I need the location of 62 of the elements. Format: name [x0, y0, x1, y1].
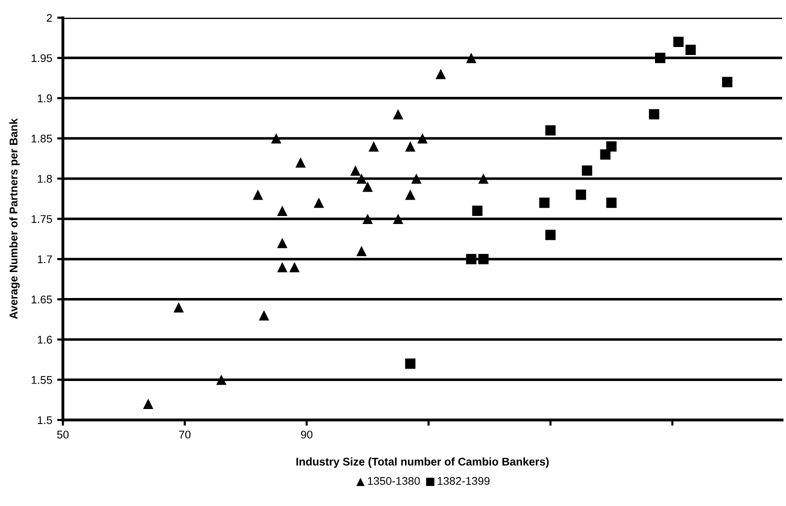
- point: [673, 36, 684, 47]
- y-tick-label: 1.65: [32, 296, 52, 304]
- point: [314, 198, 324, 208]
- legend-label: 1382-1399: [438, 477, 490, 485]
- point: [350, 165, 361, 176]
- y-tick-label: 1.55: [32, 376, 52, 384]
- point: [356, 246, 367, 256]
- point: [277, 206, 288, 216]
- y-tick-label: 1.9: [38, 94, 52, 102]
- point: [685, 44, 696, 56]
- point: [600, 149, 610, 160]
- legend-label: 1350-1380: [368, 477, 420, 485]
- point: [606, 198, 617, 208]
- point: [545, 230, 556, 240]
- point: [174, 302, 184, 312]
- point: [576, 190, 586, 200]
- point: [405, 141, 416, 152]
- point: [466, 52, 476, 64]
- point: [271, 133, 282, 144]
- point: [368, 141, 379, 152]
- point: [411, 173, 422, 184]
- point: [277, 238, 288, 248]
- point: [472, 206, 482, 216]
- y-tick-label: 1.6: [38, 336, 52, 344]
- point: [606, 141, 617, 152]
- point: [648, 109, 660, 120]
- point: [478, 173, 489, 184]
- point: [539, 198, 550, 208]
- point: [216, 374, 226, 385]
- point: [405, 358, 416, 369]
- point: [362, 214, 373, 224]
- point: [392, 214, 404, 224]
- x-tick-label: 50: [57, 430, 69, 439]
- point: [258, 310, 270, 321]
- point: [722, 76, 732, 88]
- point: [143, 398, 154, 410]
- point: [295, 157, 306, 168]
- point: [252, 190, 264, 200]
- point: [356, 173, 367, 184]
- y-tick-label: 2: [46, 14, 52, 22]
- x-tick-label: 90: [301, 430, 312, 439]
- point: [478, 254, 489, 264]
- y-tick-label: 1.5: [38, 416, 52, 424]
- x-axis-title: Industry Size (Total number of Cambio Bankers): [296, 457, 549, 468]
- x-tick-label: 70: [179, 430, 191, 439]
- point: [466, 254, 476, 264]
- point: [392, 109, 404, 120]
- point: [436, 68, 446, 80]
- y-axis-title: Average Number of Partners per Bank: [9, 118, 20, 320]
- point: [289, 262, 300, 272]
- point: [277, 262, 288, 272]
- point: [417, 133, 428, 144]
- point: [405, 190, 416, 200]
- point: [582, 165, 592, 176]
- y-tick-label: 1.85: [32, 134, 52, 143]
- point: [545, 125, 556, 136]
- point: [655, 52, 666, 64]
- y-tick-label: 1.7: [38, 255, 52, 264]
- y-tick-label: 1.8: [38, 174, 52, 183]
- point: [362, 182, 373, 192]
- y-tick-label: 1.75: [32, 215, 52, 223]
- y-tick-label: 1.95: [32, 54, 52, 62]
